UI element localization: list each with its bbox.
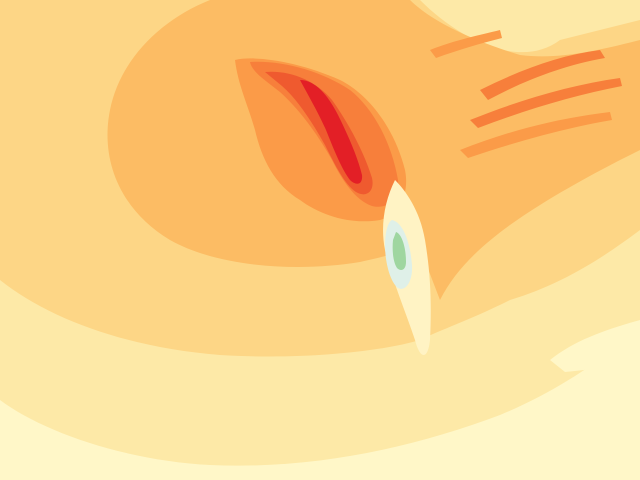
- pale-patch: [550, 320, 640, 372]
- level-7-region: [300, 80, 363, 184]
- streaks: [430, 30, 622, 158]
- streak: [460, 112, 612, 158]
- cool-core: [392, 232, 406, 270]
- streak: [430, 30, 502, 58]
- streak: [480, 50, 605, 100]
- streak: [470, 78, 622, 128]
